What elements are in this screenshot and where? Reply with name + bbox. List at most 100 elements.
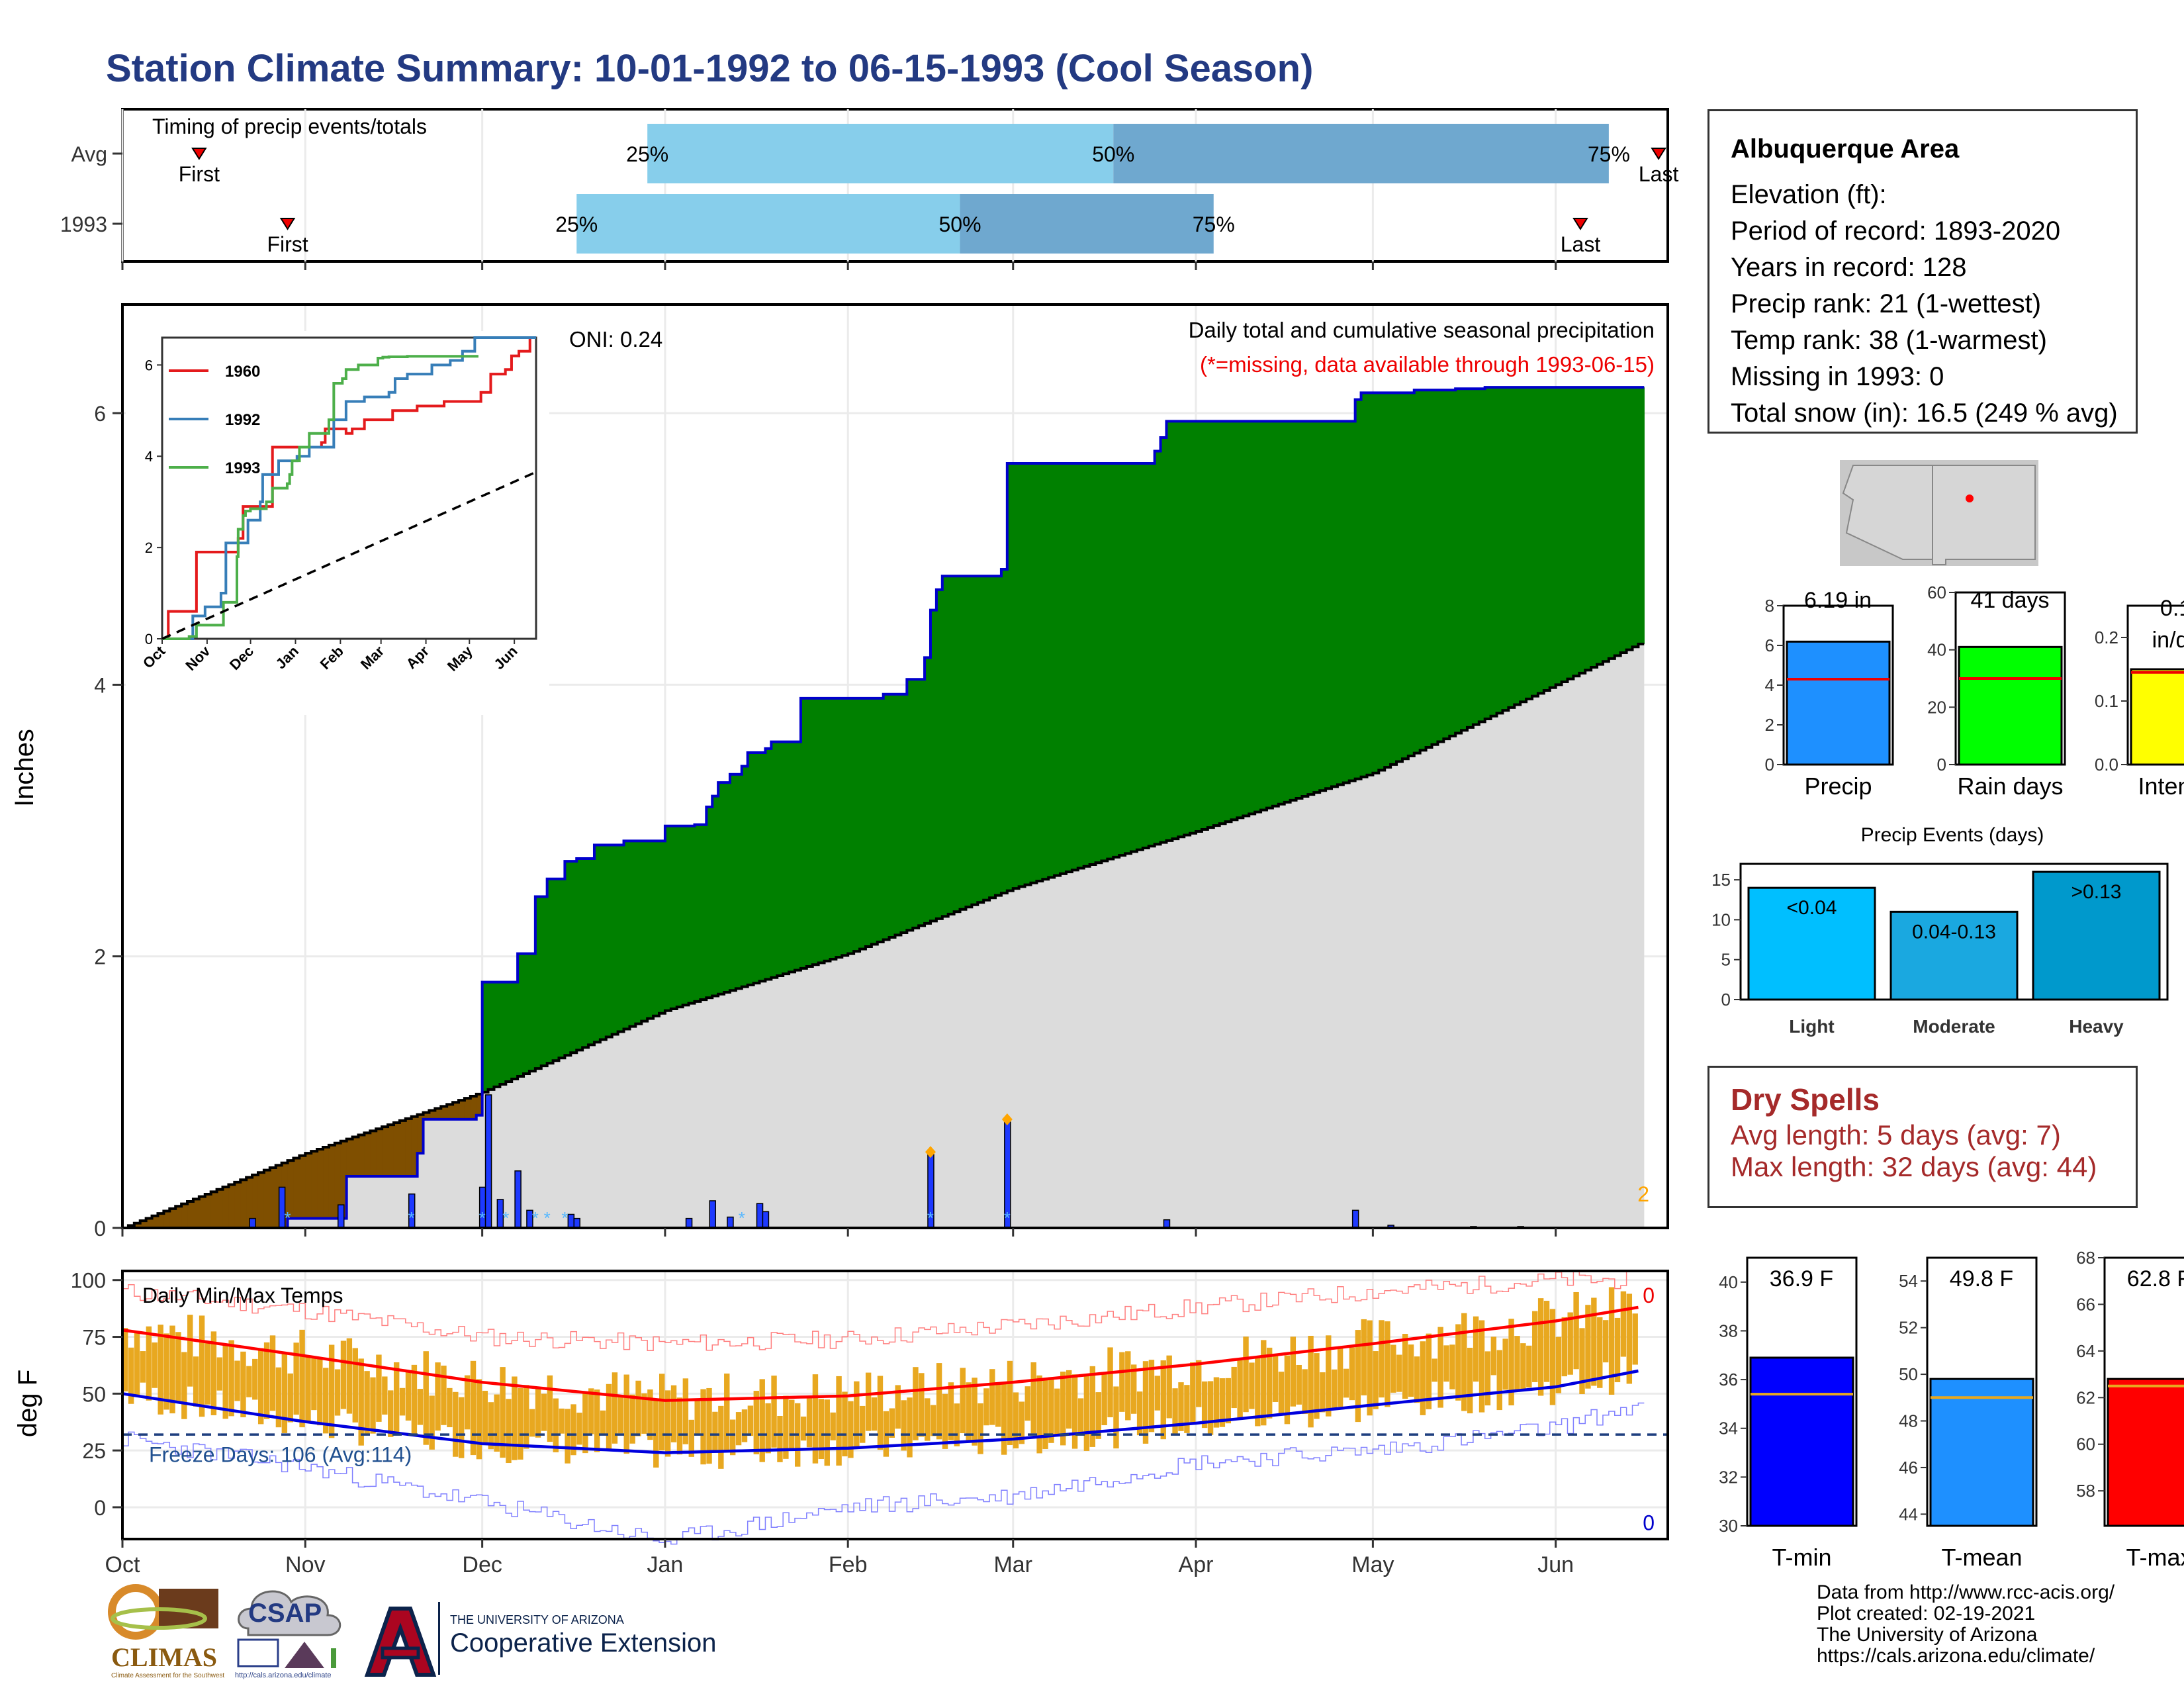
daily-temp-bar <box>1461 1313 1467 1411</box>
y-axis-label: Inches <box>10 729 39 807</box>
tmean-y-tick-label: 44 <box>1899 1504 1918 1524</box>
precip-departure-bar <box>1385 393 1391 768</box>
daily-temp-bar <box>1172 1388 1178 1435</box>
daily-temp-bar <box>1555 1336 1562 1393</box>
precip-departure-bar <box>1379 393 1385 771</box>
daily-temp-bar <box>1042 1378 1048 1449</box>
daily-temp-bar <box>936 1363 942 1440</box>
precip-summary-bars: 0 2 4 6 8 Precip 6.19 in 0 20 40 60 Rain days 41 day… <box>1765 583 2184 800</box>
daily-temp-bar <box>1420 1341 1426 1415</box>
ua-logo-line2: Cooperative Extension <box>450 1628 717 1658</box>
precip-departure-bar <box>1255 421 1261 812</box>
daily-temp-bar <box>281 1352 288 1433</box>
daily-temp-bar <box>641 1393 647 1434</box>
daily-temp-bar <box>187 1315 193 1387</box>
daily-temp-bar <box>523 1385 529 1449</box>
daily-temp-bar <box>860 1405 866 1443</box>
daily-temp-bar <box>417 1389 424 1425</box>
inset-legend-label: 1992 <box>225 411 260 429</box>
daily-temp-bar <box>741 1409 748 1442</box>
daily-temp-bar <box>1432 1358 1437 1382</box>
events-bar-label: 0.04-0.13 <box>1912 921 1996 943</box>
daily-temp-bar <box>1290 1336 1297 1407</box>
precip-departure-bar <box>494 982 500 1087</box>
precip-departure-bar <box>771 741 778 978</box>
precip-departure-bar <box>1054 463 1061 876</box>
daily-temp-bar <box>989 1369 995 1425</box>
precip-departure-bar <box>954 576 961 912</box>
daily-temp-bar <box>287 1373 293 1423</box>
tmean-y-tick-label: 54 <box>1899 1271 1918 1291</box>
precip-departure-bar <box>1514 387 1521 705</box>
precip-departure-bar <box>163 1211 170 1228</box>
daily-temp-bar <box>1136 1391 1143 1436</box>
daily-temp-bar <box>453 1391 459 1457</box>
precip-departure-bar <box>169 1208 176 1228</box>
precip-departure-bar <box>694 824 701 1002</box>
temp-y-axis-label: deg F <box>13 1370 42 1437</box>
daily-temp-bar <box>1355 1330 1361 1423</box>
precip-departure-bar <box>930 610 937 921</box>
precip-departure-bar <box>1496 387 1504 714</box>
daily-temp-bar <box>1196 1360 1202 1407</box>
daily-temp-bar <box>1414 1356 1420 1403</box>
precip-departure-bar <box>1432 390 1439 745</box>
daily-temp-bar <box>464 1375 471 1430</box>
events-bar <box>1889 910 2019 1001</box>
daily-temp-bar <box>1243 1336 1249 1413</box>
precip-departure-bar <box>983 576 990 900</box>
daily-temp-bar <box>506 1399 512 1464</box>
precip-departure-bar <box>246 1177 253 1228</box>
daily-temp-bar <box>411 1364 418 1436</box>
snow-marker: * <box>408 1208 415 1228</box>
precip-departure-bar <box>340 1141 347 1219</box>
daily-temp-bar <box>1337 1348 1343 1407</box>
precip-departure-bar <box>187 1201 194 1228</box>
daily-temp-bar <box>594 1389 600 1452</box>
precip-departure-bar <box>1201 421 1208 830</box>
precip-departure-bar <box>1420 390 1427 751</box>
precip-departure-bar <box>1172 421 1179 839</box>
daily-temp-bar <box>1054 1388 1060 1435</box>
precip-departure-bar <box>1426 390 1433 748</box>
precip-departure-bar <box>1437 390 1444 742</box>
daily-temp-bar <box>925 1398 931 1441</box>
precip-bar <box>1786 640 1891 766</box>
precip-departure-bar <box>919 679 925 926</box>
precip-departure-bar <box>234 1182 241 1228</box>
daily-temp-bar <box>759 1379 765 1462</box>
daily-temp-bar <box>966 1382 972 1441</box>
daily-temp-bar <box>812 1374 819 1464</box>
precip-departure-bar <box>1349 421 1356 781</box>
daily-temp-bar <box>1514 1336 1520 1392</box>
precip-departure-bar <box>210 1192 218 1228</box>
precip-departure-bar <box>647 841 654 1019</box>
daily-temp-bar <box>1608 1287 1615 1395</box>
last-label: Last <box>1561 232 1601 256</box>
precip-departure-bar <box>559 878 566 1058</box>
events-bar-label: <0.04 <box>1787 897 1837 919</box>
daily-precip-bar <box>762 1211 770 1229</box>
precip-departure-bar <box>458 1100 465 1119</box>
daily-temp-bar <box>252 1358 258 1400</box>
precip-departure-bar <box>1266 421 1273 808</box>
precip-departure-bar <box>794 741 801 970</box>
precip-departure-bar <box>676 825 684 1008</box>
precip-departure-bar <box>972 576 978 905</box>
precip-departure-bar <box>1036 463 1043 882</box>
temp-y-tick-label: 100 <box>71 1269 106 1293</box>
snow-marker: * <box>544 1208 551 1228</box>
daily-temp-bar <box>441 1365 447 1425</box>
daily-temp-bar <box>1089 1366 1096 1447</box>
timing-pct-label: 75% <box>1588 142 1630 166</box>
daily-temp-bar <box>1219 1378 1226 1427</box>
record-daily-marker <box>1001 1113 1013 1125</box>
daily-precip-bar <box>685 1217 693 1229</box>
precip-departure-bar <box>423 1112 430 1119</box>
daily-temp-bar <box>1261 1340 1267 1426</box>
precip-departure-bar <box>323 1147 330 1219</box>
precip-departure-bar <box>594 845 601 1043</box>
precip-departure-bar <box>1308 421 1314 795</box>
daily-temp-bar <box>1349 1347 1355 1401</box>
precip-departure-bar <box>453 1102 459 1119</box>
